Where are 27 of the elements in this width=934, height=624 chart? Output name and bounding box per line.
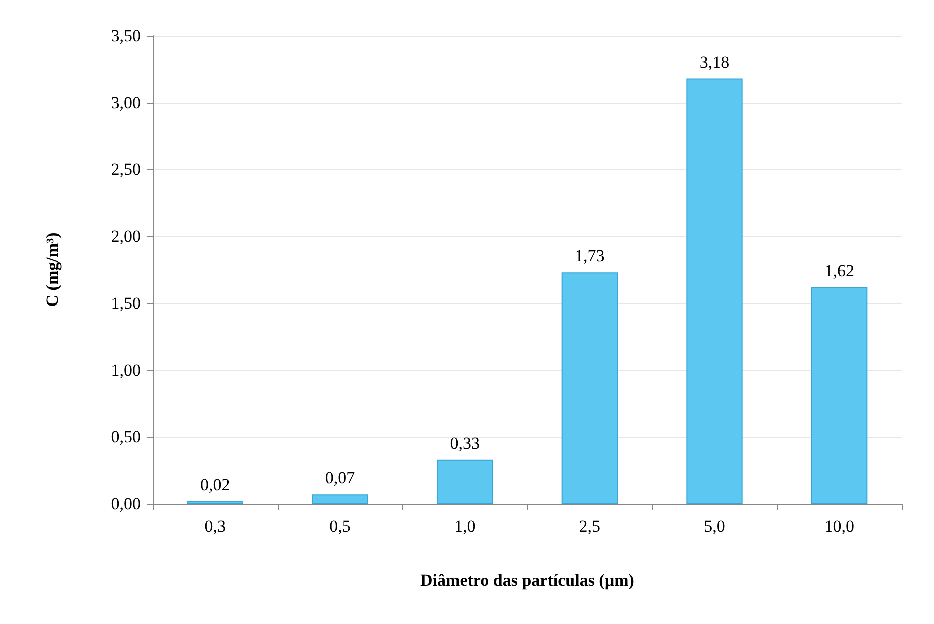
y-tick-label: 0,50 — [111, 428, 141, 447]
y-tick-label: 2,50 — [111, 160, 141, 180]
y-tick-label: 3,00 — [111, 93, 141, 112]
x-axis-title: Diâmetro das partículas (µm) — [420, 571, 634, 590]
data-label: 3,18 — [700, 52, 730, 72]
bar — [811, 287, 868, 504]
data-label: 0,07 — [325, 468, 356, 488]
y-axis-title: C (mg/m³) — [43, 232, 62, 308]
bar — [686, 78, 743, 504]
x-tick-label: 0,3 — [204, 517, 226, 536]
x-tick-label: 2,5 — [579, 517, 601, 536]
y-tick-label: 0,00 — [111, 494, 141, 514]
x-tick-label: 1,0 — [454, 517, 476, 536]
y-tick-label: 2,00 — [111, 227, 141, 246]
y-tick-label: 3,50 — [111, 26, 141, 46]
data-label: 0,33 — [450, 434, 480, 453]
bar — [436, 460, 494, 504]
bar — [312, 494, 368, 504]
x-tick-label: 10,0 — [824, 517, 854, 536]
data-label: 0,02 — [200, 475, 230, 494]
data-label: 1,73 — [575, 246, 605, 266]
y-tick-label: 1,00 — [111, 360, 141, 380]
y-tick-label: 1,50 — [111, 294, 141, 313]
data-label: 1,62 — [824, 261, 854, 280]
bar — [562, 272, 618, 504]
x-tick-label: 0,5 — [330, 517, 351, 536]
x-tick-label: 5,0 — [704, 517, 726, 536]
